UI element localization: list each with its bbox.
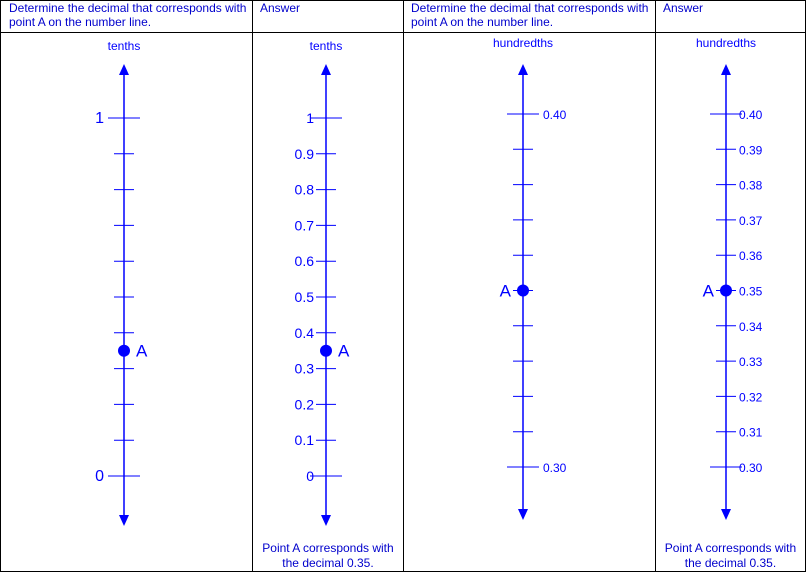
tick-label: 0.3: [295, 361, 315, 377]
tick-label: 0.6: [295, 253, 315, 269]
number-line-hundredths: hundredths 0.30 0.40 A: [493, 36, 567, 520]
tick-label: 0.1: [295, 432, 315, 448]
answer-header: Answer: [663, 1, 704, 15]
arrow-down-icon: [721, 509, 731, 520]
tick-label: 0.32: [739, 390, 763, 404]
tick-label: 0.36: [739, 249, 763, 263]
arrow-down-icon: [518, 509, 528, 520]
column-divider-1: [252, 0, 253, 572]
column-divider-3: [655, 0, 656, 572]
answer-header: Answer: [260, 1, 301, 15]
tick-label: 1: [95, 110, 104, 127]
point-a-label: A: [500, 282, 512, 301]
point-a-marker: [118, 344, 130, 357]
arrow-up-icon: [518, 64, 528, 75]
table-left-border: [0, 0, 1, 572]
question-header: Determine the decimal that corresponds w…: [9, 1, 247, 29]
tick-label: 0.9: [295, 146, 315, 162]
tick-label: 0: [95, 468, 104, 485]
tick-label: 0.4: [295, 325, 315, 341]
arrow-up-icon: [721, 64, 731, 75]
tick-label: 0.40: [543, 108, 567, 122]
number-line-tenths: tenths 0 1 A: [95, 39, 148, 526]
tick-label: 0.8: [295, 182, 315, 198]
column-divider-2: [403, 0, 404, 572]
point-a-label: A: [338, 342, 350, 361]
tick-label: 0.34: [739, 320, 763, 334]
tick-label: 0.7: [295, 217, 315, 233]
tick-label: 0.30: [739, 461, 763, 475]
point-a-marker: [517, 284, 529, 297]
number-line-tenths-answer: tenths 0 0.1 0.2 0.3 0.4 0.5 0.6 0.7 0.8 0.9 1 A: [295, 39, 350, 526]
tick-label: 0.33: [739, 355, 763, 369]
question-header: Determine the decimal that corresponds w…: [411, 1, 649, 29]
scale-label: hundredths: [493, 36, 553, 50]
answer-explanation: Point A corresponds with the decimal 0.3…: [262, 541, 394, 570]
tick-label: 0.2: [295, 396, 315, 412]
point-a-label: A: [703, 282, 715, 301]
tick-label: 0: [306, 468, 314, 484]
tick-label: 1: [306, 110, 314, 126]
answer-explanation: Point A corresponds with the decimal 0.3…: [664, 541, 797, 570]
tick-label: 0.31: [739, 426, 763, 440]
point-a-marker: [720, 284, 732, 297]
arrow-up-icon: [321, 64, 331, 75]
point-a-label: A: [136, 342, 148, 361]
tick-label: 0.35: [739, 285, 763, 299]
arrow-down-icon: [321, 515, 331, 526]
scale-label: hundredths: [696, 36, 756, 50]
number-line-hundredths-answer: hundredths 0.30 0.31 0.32 0.33 0.34 0.35 0.36 0.…: [696, 36, 763, 520]
tick-label: 0.37: [739, 214, 763, 228]
tick-label: 0.5: [295, 289, 315, 305]
tick-label: 0.30: [543, 461, 567, 475]
scale-label: tenths: [108, 39, 141, 53]
arrow-down-icon: [119, 515, 129, 526]
tick-label: 0.39: [739, 143, 763, 157]
scale-label: tenths: [310, 39, 343, 53]
tick-label: 0.38: [739, 179, 763, 193]
arrow-up-icon: [119, 64, 129, 75]
point-a-marker: [320, 344, 332, 357]
tick-label: 0.40: [739, 108, 763, 122]
